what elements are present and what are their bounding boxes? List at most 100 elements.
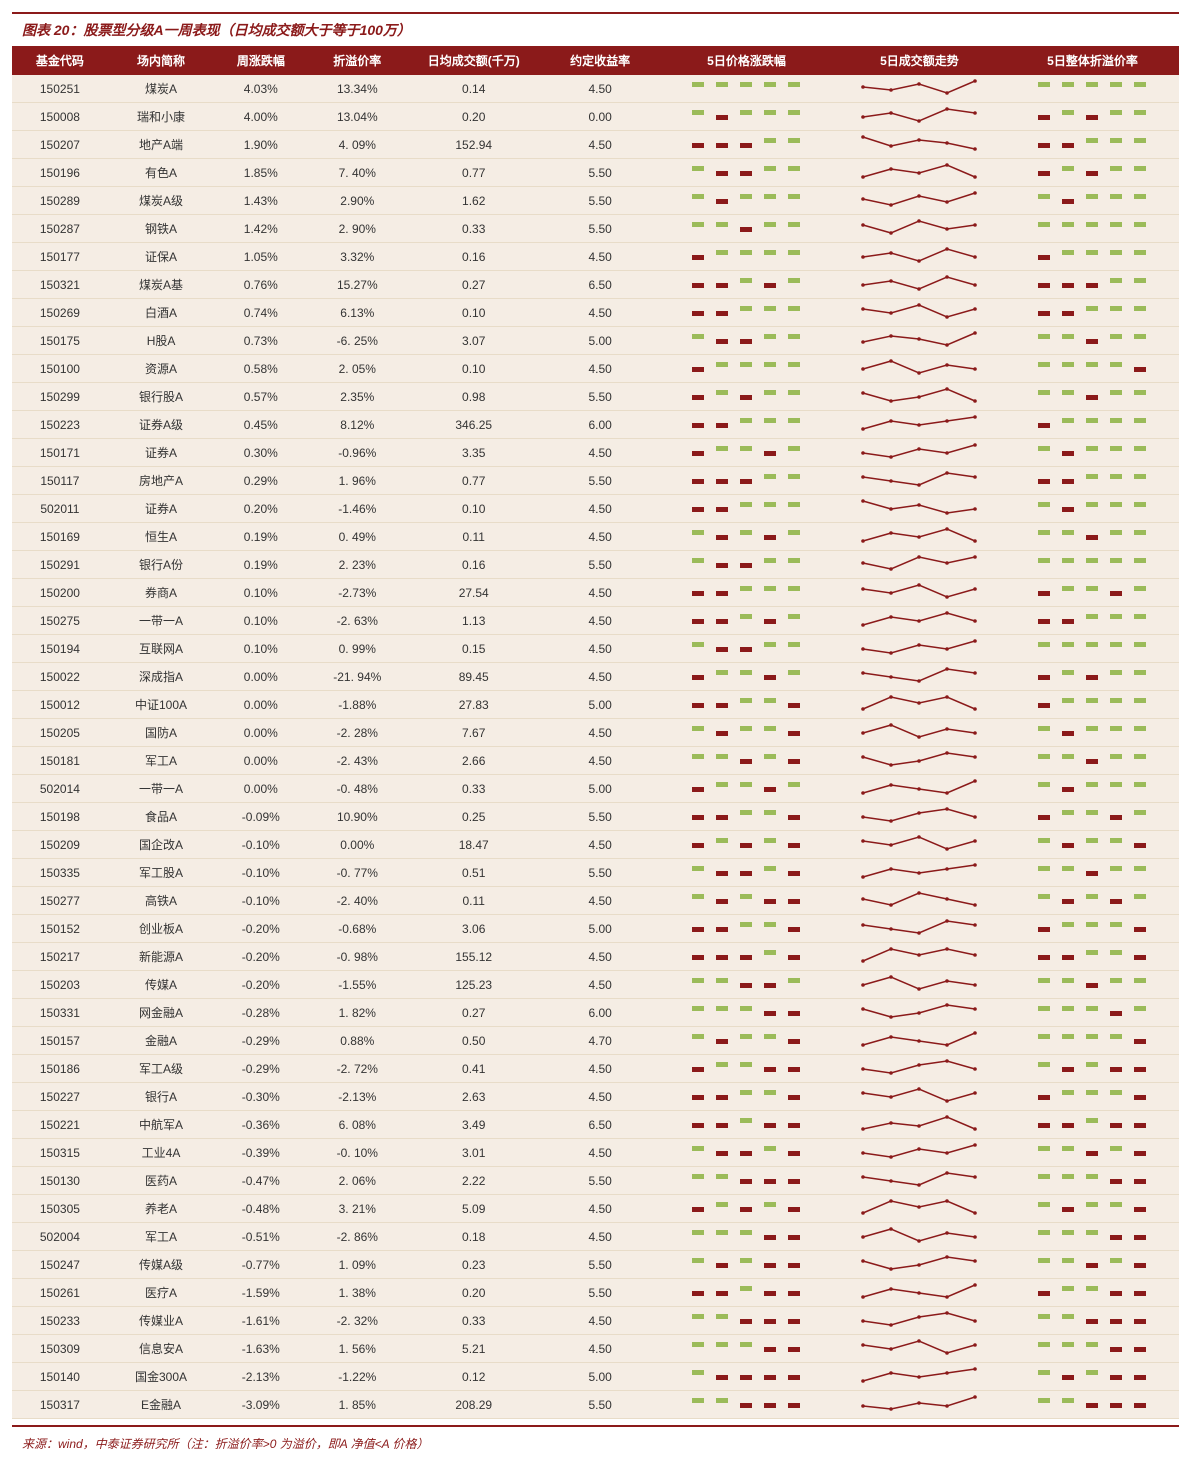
table-row: 150305养老A-0.48%3. 21%5.094.50	[12, 1195, 1179, 1223]
cell-yield: 4.50	[540, 355, 660, 383]
cell-code: 502004	[12, 1223, 108, 1251]
cell-chg: -0.09%	[214, 803, 307, 831]
cell-yield: 4.50	[540, 719, 660, 747]
cell-yield: 4.50	[540, 1055, 660, 1083]
cell-yield: 4.50	[540, 831, 660, 859]
cell-spark-prem	[1006, 355, 1179, 383]
cell-yield: 5.00	[540, 691, 660, 719]
cell-chg: 0.10%	[214, 607, 307, 635]
chart-title: 图表 20：股票型分级A一周表现（日均成交额大于等于100万）	[22, 20, 1179, 40]
cell-spark-prem	[1006, 271, 1179, 299]
cell-chg: 0.74%	[214, 299, 307, 327]
cell-yield: 6.00	[540, 411, 660, 439]
cell-name: 国企改A	[108, 831, 214, 859]
cell-spark-volume	[833, 1391, 1006, 1419]
cell-name: 白酒A	[108, 299, 214, 327]
table-row: 150221中航军A-0.36%6. 08%3.496.50	[12, 1111, 1179, 1139]
cell-spark-volume	[833, 663, 1006, 691]
th-s1: 5日价格涨跌幅	[660, 46, 833, 75]
cell-prem: -0. 10%	[307, 1139, 407, 1167]
cell-code: 150022	[12, 663, 108, 691]
th-s2: 5日成交额走势	[833, 46, 1006, 75]
cell-name: 养老A	[108, 1195, 214, 1223]
table-row: 150157金融A-0.29%0.88%0.504.70	[12, 1027, 1179, 1055]
cell-yield: 5.50	[540, 551, 660, 579]
cell-spark-price	[660, 1391, 833, 1419]
table-row: 150194互联网A0.10%0. 99%0.154.50	[12, 635, 1179, 663]
cell-vol: 0.12	[407, 1363, 540, 1391]
table-row: 150289煤炭A级1.43%2.90%1.625.50	[12, 187, 1179, 215]
cell-prem: -1.88%	[307, 691, 407, 719]
table-row: 150321煤炭A基0.76%15.27%0.276.50	[12, 271, 1179, 299]
cell-code: 150299	[12, 383, 108, 411]
cell-vol: 0.16	[407, 243, 540, 271]
table-row: 502014一带一A0.00%-0. 48%0.335.00	[12, 775, 1179, 803]
cell-prem: -6. 25%	[307, 327, 407, 355]
cell-spark-prem	[1006, 1307, 1179, 1335]
table-row: 150217新能源A-0.20%-0. 98%155.124.50	[12, 943, 1179, 971]
cell-chg: 0.29%	[214, 467, 307, 495]
cell-yield: 5.50	[540, 159, 660, 187]
cell-name: 煤炭A	[108, 75, 214, 103]
th-yield: 约定收益率	[540, 46, 660, 75]
cell-spark-price	[660, 1139, 833, 1167]
cell-code: 150157	[12, 1027, 108, 1055]
cell-chg: 0.19%	[214, 523, 307, 551]
table-row: 150291银行A份0.19%2. 23%0.165.50	[12, 551, 1179, 579]
cell-chg: 0.76%	[214, 271, 307, 299]
cell-name: 工业4A	[108, 1139, 214, 1167]
cell-prem: 8.12%	[307, 411, 407, 439]
cell-vol: 3.01	[407, 1139, 540, 1167]
cell-spark-prem	[1006, 887, 1179, 915]
cell-code: 150331	[12, 999, 108, 1027]
table-row: 150186军工A级-0.29%-2. 72%0.414.50	[12, 1055, 1179, 1083]
cell-yield: 4.50	[540, 635, 660, 663]
cell-yield: 4.50	[540, 1335, 660, 1363]
cell-yield: 5.00	[540, 1363, 660, 1391]
cell-spark-prem	[1006, 915, 1179, 943]
cell-vol: 208.29	[407, 1391, 540, 1419]
cell-vol: 1.13	[407, 607, 540, 635]
cell-code: 150309	[12, 1335, 108, 1363]
cell-spark-price	[660, 439, 833, 467]
cell-spark-price	[660, 1223, 833, 1251]
cell-spark-prem	[1006, 299, 1179, 327]
cell-vol: 27.54	[407, 579, 540, 607]
cell-spark-price	[660, 383, 833, 411]
cell-spark-price	[660, 943, 833, 971]
cell-spark-prem	[1006, 1111, 1179, 1139]
cell-name: 医疗A	[108, 1279, 214, 1307]
table-row: 150117房地产A0.29%1. 96%0.775.50	[12, 467, 1179, 495]
cell-spark-volume	[833, 1363, 1006, 1391]
cell-vol: 125.23	[407, 971, 540, 999]
table-row: 150287钢铁A1.42%2. 90%0.335.50	[12, 215, 1179, 243]
cell-spark-prem	[1006, 1391, 1179, 1419]
cell-vol: 0.18	[407, 1223, 540, 1251]
cell-name: 军工A	[108, 747, 214, 775]
cell-yield: 4.50	[540, 1195, 660, 1223]
cell-spark-volume	[833, 1223, 1006, 1251]
cell-prem: 2.35%	[307, 383, 407, 411]
cell-spark-volume	[833, 383, 1006, 411]
cell-vol: 3.35	[407, 439, 540, 467]
table-row: 150315工业4A-0.39%-0. 10%3.014.50	[12, 1139, 1179, 1167]
cell-prem: -1.46%	[307, 495, 407, 523]
cell-spark-price	[660, 103, 833, 131]
cell-vol: 18.47	[407, 831, 540, 859]
cell-vol: 27.83	[407, 691, 540, 719]
cell-name: 一带一A	[108, 775, 214, 803]
cell-spark-volume	[833, 75, 1006, 103]
cell-vol: 0.27	[407, 999, 540, 1027]
cell-spark-price	[660, 411, 833, 439]
cell-spark-price	[660, 467, 833, 495]
cell-yield: 5.50	[540, 859, 660, 887]
cell-spark-price	[660, 1279, 833, 1307]
cell-spark-price	[660, 1251, 833, 1279]
cell-chg: 1.05%	[214, 243, 307, 271]
table-row: 150223证券A级0.45%8.12%346.256.00	[12, 411, 1179, 439]
cell-name: 互联网A	[108, 635, 214, 663]
cell-chg: -0.36%	[214, 1111, 307, 1139]
cell-code: 150305	[12, 1195, 108, 1223]
cell-code: 150181	[12, 747, 108, 775]
cell-code: 150223	[12, 411, 108, 439]
